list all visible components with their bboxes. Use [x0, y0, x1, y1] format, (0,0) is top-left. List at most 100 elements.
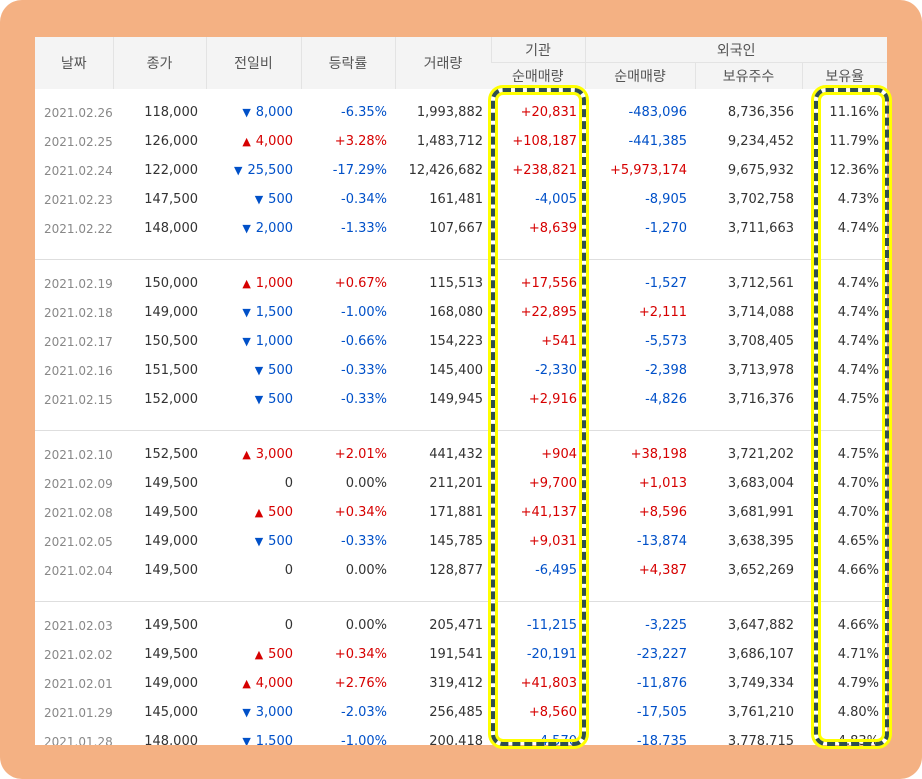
header-foreign-holdings[interactable]: 보유주수: [694, 62, 802, 89]
cell-foreign-holdings: 3,711,663: [727, 221, 794, 236]
cell-rate: +2.76%: [334, 676, 387, 691]
cell-change: ▲ 3,000: [206, 440, 301, 469]
header-close[interactable]: 종가: [112, 37, 206, 89]
table-row: 2021.02.05 149,000 ▼ 500 -0.33% 145,785 +9,031…: [35, 527, 887, 556]
cell-foreign-holdings: 3,652,269: [727, 563, 794, 578]
table-row: 2021.01.28 148,000 ▼ 1,500 -1.00% 200,418 -4,5…: [35, 727, 887, 745]
change-value: 0: [284, 618, 293, 633]
cell-close: 122,000: [144, 163, 198, 178]
group-divider: [35, 601, 887, 602]
cell-foreign-ratio: 4.80%: [837, 705, 879, 720]
cell-foreign-net: +38,198: [630, 447, 687, 462]
cell-close: 118,000: [144, 105, 198, 120]
change-value: 4,000: [255, 134, 293, 149]
down-triangle-icon: ▼: [242, 222, 251, 235]
cell-date: 2021.02.19: [44, 276, 113, 291]
cell-rate: 0.00%: [345, 618, 387, 633]
up-triangle-icon: ▲: [242, 135, 251, 148]
cell-volume: 168,080: [429, 305, 483, 320]
table-row: 2021.02.23 147,500 ▼ 500 -0.34% 161,481 -4,005…: [35, 185, 887, 214]
cell-foreign-net: -18,735: [636, 734, 687, 745]
cell-foreign-ratio: 4.70%: [837, 505, 879, 520]
cell-change: ▲ 500: [206, 640, 301, 669]
cell-institution-net: +238,821: [512, 163, 577, 178]
cell-change: ▼ 2,000: [206, 214, 301, 243]
cell-foreign-holdings: 3,749,334: [727, 676, 794, 691]
table-row: 2021.02.10 152,500 ▲ 3,000 +2.01% 441,432 +904…: [35, 440, 887, 469]
group-gap: [35, 243, 887, 260]
cell-foreign-ratio: 4.74%: [837, 305, 879, 320]
cell-foreign-holdings: 3,713,978: [727, 363, 794, 378]
header-rate[interactable]: 등락률: [300, 37, 395, 89]
table-row: 2021.02.25 126,000 ▲ 4,000 +3.28% 1,483,712 +1…: [35, 127, 887, 156]
header-foreign-net[interactable]: 순매매량: [584, 62, 695, 89]
cell-foreign-net: +2,111: [638, 305, 687, 320]
cell-foreign-ratio: 4.83%: [837, 734, 879, 745]
header-volume[interactable]: 거래량: [394, 37, 491, 89]
cell-rate: +2.01%: [334, 447, 387, 462]
cell-institution-net: +8,560: [528, 705, 577, 720]
cell-institution-net: -4,570: [535, 734, 577, 745]
table-row: 2021.02.04 149,500 0 0.00% 128,877 -6,495 +4,3…: [35, 556, 887, 585]
cell-foreign-net: -2,398: [645, 363, 687, 378]
cell-change: ▼ 25,500: [206, 156, 301, 185]
cell-institution-net: +2,916: [528, 392, 577, 407]
cell-change: ▼ 500: [206, 356, 301, 385]
cell-change: ▼ 1,000: [206, 327, 301, 356]
cell-close: 126,000: [144, 134, 198, 149]
cell-volume: 319,412: [429, 676, 483, 691]
cell-close: 149,000: [144, 676, 198, 691]
group-divider: [35, 430, 887, 431]
cell-date: 2021.02.24: [44, 163, 113, 178]
cell-foreign-net: +8,596: [638, 505, 687, 520]
cell-volume: 211,201: [429, 476, 483, 491]
table-row: 2021.02.03 149,500 0 0.00% 205,471 -11,215 -3,…: [35, 611, 887, 640]
cell-close: 149,000: [144, 305, 198, 320]
header-foreign-ratio[interactable]: 보유율: [801, 62, 887, 89]
cell-volume: 154,223: [429, 334, 483, 349]
cell-foreign-holdings: 3,708,405: [727, 334, 794, 349]
change-value: 500: [268, 534, 293, 549]
cell-foreign-holdings: 3,761,210: [727, 705, 794, 720]
cell-close: 149,000: [144, 534, 198, 549]
cell-foreign-ratio: 12.36%: [829, 163, 879, 178]
cell-institution-net: -6,495: [535, 563, 577, 578]
cell-volume: 149,945: [429, 392, 483, 407]
cell-foreign-ratio: 4.71%: [837, 647, 879, 662]
cell-volume: 205,471: [429, 618, 483, 633]
cell-foreign-holdings: 3,681,991: [727, 505, 794, 520]
cell-foreign-ratio: 4.75%: [837, 447, 879, 462]
group-spacer: [35, 260, 887, 269]
cell-foreign-net: -23,227: [636, 647, 687, 662]
table-row: 2021.02.17 150,500 ▼ 1,000 -0.66% 154,223 +541…: [35, 327, 887, 356]
cell-institution-net: +9,031: [528, 534, 577, 549]
cell-foreign-holdings: 3,721,202: [727, 447, 794, 462]
cell-volume: 1,483,712: [416, 134, 483, 149]
cell-close: 148,000: [144, 734, 198, 745]
change-value: 500: [268, 192, 293, 207]
down-triangle-icon: ▼: [242, 735, 251, 745]
cell-institution-net: +904: [541, 447, 577, 462]
cell-foreign-ratio: 4.66%: [837, 563, 879, 578]
header-date[interactable]: 날짜: [35, 37, 113, 89]
cell-foreign-ratio: 4.79%: [837, 676, 879, 691]
change-value: 8,000: [255, 105, 293, 120]
cell-foreign-net: -11,876: [636, 676, 687, 691]
cell-foreign-net: -1,527: [645, 276, 687, 291]
cell-rate: +0.34%: [334, 505, 387, 520]
cell-institution-net: -20,191: [526, 647, 577, 662]
cell-foreign-net: -5,573: [645, 334, 687, 349]
cell-date: 2021.02.03: [44, 618, 113, 633]
cell-rate: -17.29%: [332, 163, 387, 178]
cell-volume: 256,485: [429, 705, 483, 720]
cell-foreign-net: -4,826: [645, 392, 687, 407]
cell-date: 2021.01.29: [44, 705, 113, 720]
cell-change: ▼ 1,500: [206, 727, 301, 745]
cell-institution-net: +41,137: [520, 505, 577, 520]
table-row: 2021.02.19 150,000 ▲ 1,000 +0.67% 115,513 +17,…: [35, 269, 887, 298]
header-change[interactable]: 전일비: [205, 37, 301, 89]
header-institution-net[interactable]: 순매매량: [491, 62, 585, 89]
cell-volume: 12,426,682: [408, 163, 483, 178]
cell-change: ▲ 500: [206, 498, 301, 527]
cell-date: 2021.02.01: [44, 676, 113, 691]
